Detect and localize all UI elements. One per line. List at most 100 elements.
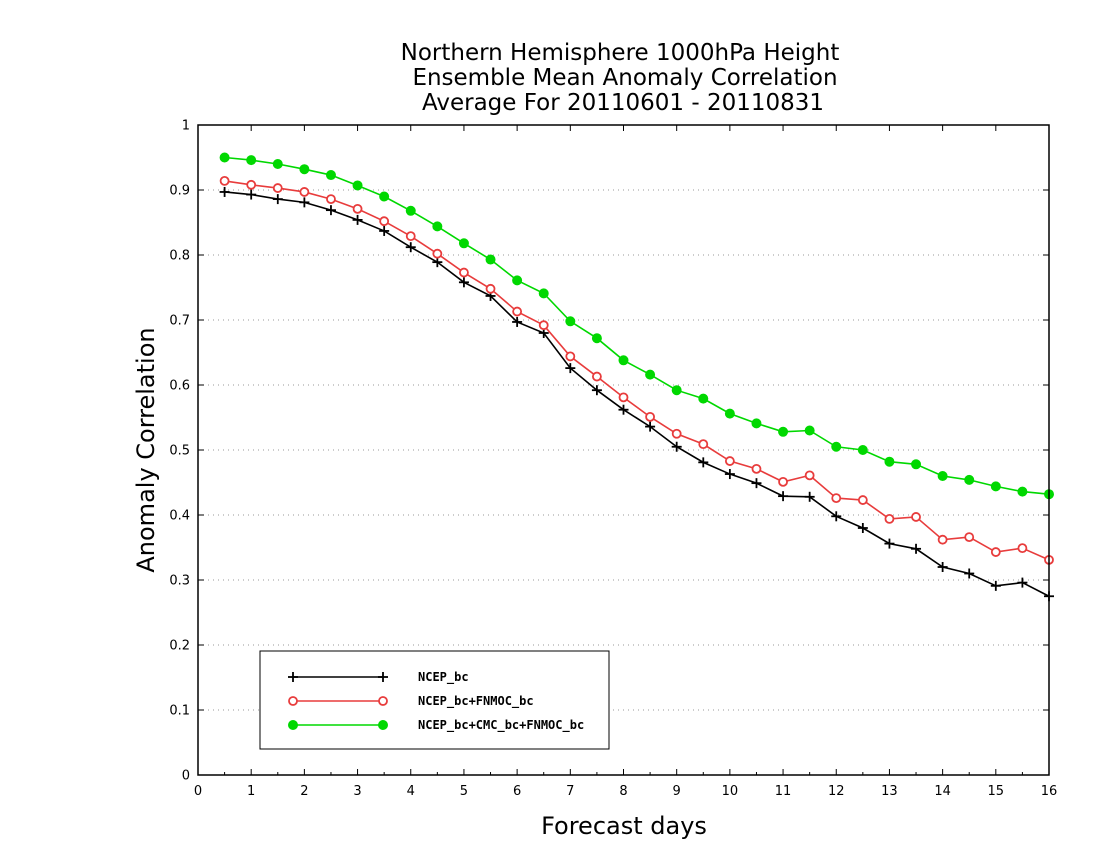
point-2-15 [618, 355, 629, 366]
point-0-15 [618, 404, 629, 415]
x-tick-label-7: 7 [566, 784, 574, 799]
legend-entry-1: NCEP_bc+FNMOC_bc [288, 694, 534, 709]
point-2-13 [565, 316, 576, 327]
point-1-20 [751, 463, 762, 474]
point-1-21 [778, 476, 788, 487]
point-2-27 [937, 471, 948, 481]
x-tick-label-11: 11 [775, 784, 792, 799]
point-1-10 [485, 283, 496, 294]
title-line-3: Average For 20110601 - 20110831 [422, 90, 824, 116]
point-1-28 [964, 532, 975, 542]
series-line-0 [224, 191, 1050, 597]
point-1-24 [857, 495, 868, 505]
point-2-23 [831, 441, 842, 452]
point-2-4 [325, 170, 336, 181]
point-1-11 [512, 306, 523, 317]
point-1-3 [299, 187, 310, 197]
axis-ticks [197, 124, 1050, 776]
point-0-17 [671, 441, 682, 452]
legend: NCEP_bc NCEP_bc+FNMOC_bc NCEP_bc+CMC_bc+FN… [259, 650, 610, 750]
x-tick-labels: 0 1 2 3 4 5 6 7 8 9 10 11 12 13 14 15 16 [194, 784, 1057, 799]
point-1-12 [538, 320, 549, 331]
point-0-24 [857, 523, 868, 533]
point-0-18 [698, 457, 709, 468]
y-tick-labels: 0 0.1 0.2 0.3 0.4 0.5 0.6 0.7 0.8 0.9 1 [169, 119, 190, 784]
point-1-22 [804, 470, 815, 481]
point-0-23 [831, 511, 842, 522]
x-axis-label: Forecast days [541, 812, 707, 840]
legend-box [259, 650, 610, 750]
series-0 [219, 186, 1054, 602]
x-tick-label-12: 12 [828, 784, 845, 799]
x-tick-label-2: 2 [300, 784, 308, 799]
x-tick-label-10: 10 [722, 784, 739, 799]
point-2-17 [671, 385, 682, 396]
legend-marker-end-1 [378, 696, 388, 706]
x-tick-label-15: 15 [988, 784, 1005, 799]
x-tick-label-9: 9 [673, 784, 681, 799]
y-tick-label-2: 0.2 [169, 639, 190, 654]
point-1-25 [884, 514, 895, 524]
legend-marker-end-2 [378, 720, 388, 730]
point-0-20 [751, 478, 762, 489]
point-0-29 [990, 580, 1001, 591]
y-tick-label-1: 0.1 [169, 704, 190, 719]
point-0-16 [645, 421, 656, 432]
point-0-5 [352, 214, 363, 225]
gridlines [198, 189, 1049, 711]
x-tick-label-16: 16 [1041, 784, 1058, 799]
point-1-16 [645, 411, 655, 422]
point-0-14 [591, 385, 602, 396]
point-1-30 [1017, 543, 1028, 554]
point-2-26 [911, 459, 922, 470]
point-1-9 [459, 267, 469, 278]
point-2-0 [219, 152, 230, 163]
point-2-5 [352, 180, 363, 191]
point-0-13 [565, 363, 576, 374]
y-axis-label: Anomaly Correlation [132, 327, 160, 572]
point-0-30 [1017, 577, 1028, 588]
point-1-6 [379, 216, 390, 227]
point-2-29 [990, 481, 1001, 492]
legend-label-2: NCEP_bc+CMC_bc+FNMOC_bc [418, 718, 584, 733]
point-0-9 [458, 277, 469, 288]
y-tick-label-10: 1 [182, 119, 190, 134]
series-1 [219, 175, 1054, 565]
point-0-25 [884, 538, 895, 549]
point-2-14 [591, 333, 602, 344]
point-1-18 [698, 439, 709, 450]
point-1-23 [831, 493, 842, 504]
legend-label-0: NCEP_bc [418, 670, 469, 685]
point-0-19 [724, 469, 735, 480]
point-2-11 [512, 275, 523, 286]
x-tick-label-4: 4 [407, 784, 415, 799]
point-2-9 [458, 238, 469, 249]
point-1-8 [432, 248, 443, 259]
point-1-17 [671, 428, 682, 439]
y-tick-label-4: 0.4 [169, 509, 190, 524]
legend-marker-start-2 [288, 720, 298, 730]
point-1-27 [937, 534, 948, 545]
point-0-1 [246, 189, 257, 200]
legend-entry-2: NCEP_bc+CMC_bc+FNMOC_bc [288, 718, 584, 733]
point-0-2 [272, 194, 283, 205]
x-tick-label-14: 14 [934, 784, 951, 799]
point-2-3 [299, 164, 310, 175]
y-tick-label-9: 0.9 [169, 184, 190, 199]
x-tick-label-6: 6 [513, 784, 521, 799]
point-0-4 [325, 205, 336, 216]
legend-marker-end-0 [378, 672, 388, 682]
point-1-7 [405, 231, 416, 242]
series-2 [219, 152, 1054, 500]
point-2-28 [964, 474, 975, 485]
y-tick-label-8: 0.8 [169, 249, 190, 264]
point-1-13 [565, 351, 576, 362]
point-1-0 [219, 175, 230, 186]
x-tick-label-13: 13 [881, 784, 898, 799]
point-1-5 [352, 203, 363, 214]
point-1-2 [272, 183, 283, 193]
x-tick-label-0: 0 [194, 784, 202, 799]
point-1-19 [724, 456, 735, 466]
chart-title: Northern Hemisphere 1000hPa Height Ensem… [401, 40, 840, 116]
